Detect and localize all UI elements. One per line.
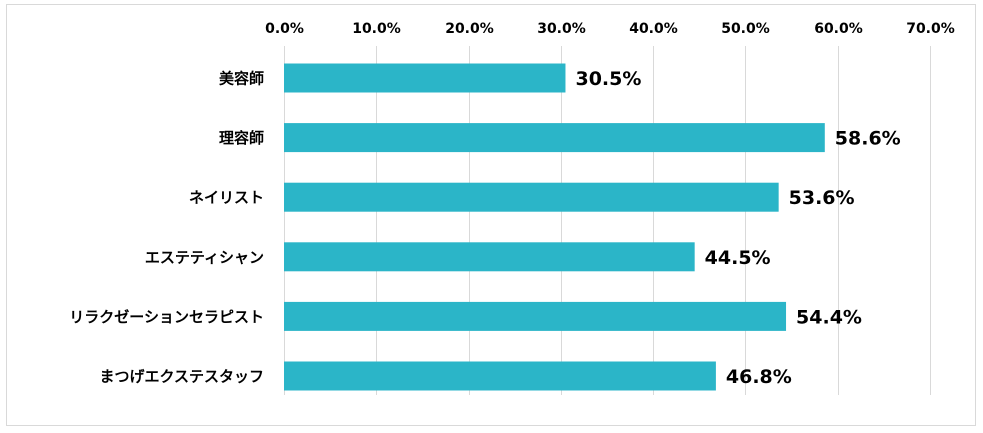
bar (284, 63, 566, 93)
data-labels: 30.5% 58.6% 53.6% 44.5% 54.4% 46.8% (575, 68, 900, 388)
data-label: 58.6% (835, 128, 901, 150)
category-label: ネイリスト (189, 189, 264, 207)
x-tick-label: 40.0% (629, 21, 678, 37)
gridlines (284, 46, 931, 395)
x-tick-label: 50.0% (721, 21, 770, 37)
x-tick-label: 0.0% (265, 21, 304, 37)
bar (284, 123, 825, 153)
x-tick-label: 30.0% (537, 21, 586, 37)
category-label: エステティシャン (145, 248, 264, 266)
bar (284, 182, 779, 212)
bar (284, 301, 787, 331)
category-label: リラクゼーションセラピスト (69, 308, 264, 326)
data-label: 53.6% (789, 187, 855, 209)
category-label: まつげエクステスタッフ (99, 368, 264, 386)
data-label: 30.5% (575, 68, 641, 90)
x-tick-label: 10.0% (352, 21, 401, 37)
x-tick-label: 60.0% (814, 21, 863, 37)
x-tick-labels: 0.0% 10.0% 20.0% 30.0% 40.0% 50.0% 60.0% 70.0% (265, 21, 955, 37)
data-label: 46.8% (726, 366, 792, 388)
category-label: 理容師 (219, 129, 264, 147)
x-tick-label: 70.0% (906, 21, 955, 37)
x-tick-label: 20.0% (445, 21, 494, 37)
data-label: 44.5% (705, 247, 771, 269)
category-labels: 美容師理容師ネイリストエステティシャンリラクゼーションセラピストまつげエクステス… (69, 70, 264, 386)
bar (284, 242, 695, 272)
bar (284, 361, 716, 391)
bars (284, 63, 825, 391)
data-label: 54.4% (796, 306, 862, 328)
category-label: 美容師 (219, 70, 264, 88)
